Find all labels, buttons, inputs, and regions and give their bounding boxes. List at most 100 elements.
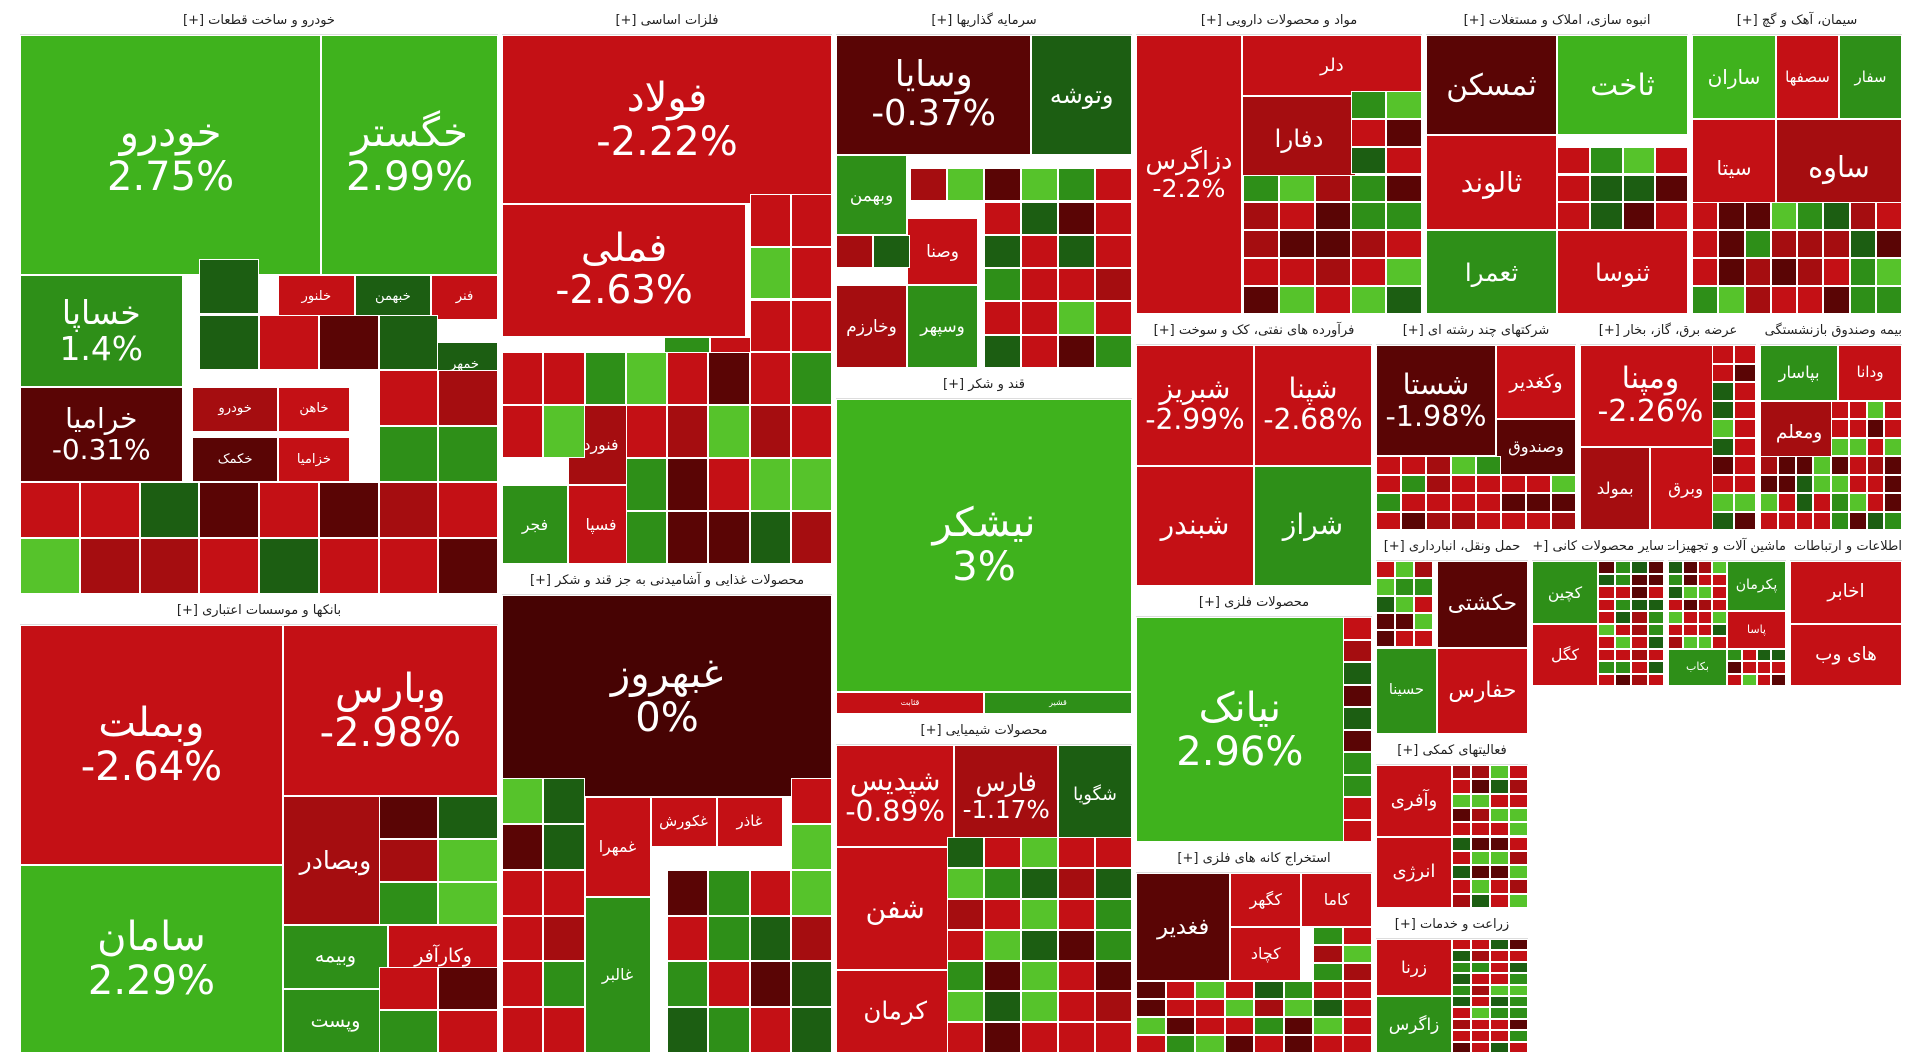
minor-stock-tile[interactable]	[1697, 561, 1713, 574]
minor-stock-tile[interactable]	[1279, 202, 1315, 231]
minor-stock-tile[interactable]	[1622, 146, 1656, 175]
minor-stock-tile[interactable]	[1777, 474, 1796, 493]
minor-stock-tile[interactable]	[1875, 230, 1902, 259]
minor-stock-tile[interactable]	[1342, 617, 1372, 640]
minor-stock-tile[interactable]	[1476, 474, 1501, 493]
sector-title[interactable]: بیمه وصندوق بازنشستگی [+]	[1760, 318, 1902, 345]
minor-stock-tile[interactable]	[749, 511, 791, 564]
minor-stock-tile[interactable]	[1021, 1022, 1058, 1053]
stock-tile[interactable]: خزامیا	[278, 437, 350, 483]
minor-stock-tile[interactable]	[1136, 999, 1166, 1017]
minor-stock-tile[interactable]	[1452, 950, 1471, 962]
minor-stock-tile[interactable]	[1668, 573, 1683, 586]
minor-stock-tile[interactable]	[1452, 1041, 1471, 1053]
minor-stock-tile[interactable]	[1342, 963, 1372, 981]
minor-stock-tile[interactable]	[1021, 201, 1058, 235]
minor-stock-tile[interactable]	[378, 839, 439, 882]
minor-stock-tile[interactable]	[20, 538, 80, 594]
minor-stock-tile[interactable]	[1598, 611, 1615, 624]
minor-stock-tile[interactable]	[1490, 1007, 1509, 1019]
minor-stock-tile[interactable]	[1395, 612, 1414, 631]
minor-stock-tile[interactable]	[1452, 822, 1471, 837]
minor-stock-tile[interactable]	[1509, 793, 1528, 808]
stock-tile[interactable]: شفن	[836, 846, 955, 970]
minor-stock-tile[interactable]	[1165, 999, 1195, 1017]
minor-stock-tile[interactable]	[1095, 960, 1132, 992]
minor-stock-tile[interactable]	[1655, 146, 1688, 175]
minor-stock-tile[interactable]	[1866, 493, 1885, 512]
minor-stock-tile[interactable]	[1313, 1035, 1343, 1053]
minor-stock-tile[interactable]	[1279, 258, 1315, 287]
minor-stock-tile[interactable]	[139, 538, 200, 594]
minor-stock-tile[interactable]	[910, 168, 947, 202]
minor-stock-tile[interactable]	[1509, 1041, 1528, 1053]
minor-stock-tile[interactable]	[1760, 511, 1778, 530]
minor-stock-tile[interactable]	[836, 234, 873, 269]
minor-stock-tile[interactable]	[790, 352, 832, 406]
minor-stock-tile[interactable]	[1195, 1017, 1225, 1035]
minor-stock-tile[interactable]	[1760, 474, 1778, 493]
minor-stock-tile[interactable]	[1471, 984, 1490, 996]
minor-stock-tile[interactable]	[1254, 981, 1284, 999]
minor-stock-tile[interactable]	[749, 458, 791, 512]
stock-tile[interactable]: وبملت -2.64%	[20, 625, 283, 865]
minor-stock-tile[interactable]	[1614, 623, 1631, 636]
stock-tile[interactable]: شراز	[1254, 465, 1372, 586]
minor-stock-tile[interactable]	[1551, 511, 1576, 530]
minor-stock-tile[interactable]	[984, 201, 1021, 235]
minor-stock-tile[interactable]	[1598, 673, 1615, 686]
minor-stock-tile[interactable]	[708, 961, 750, 1008]
minor-stock-tile[interactable]	[625, 352, 667, 406]
minor-stock-tile[interactable]	[1831, 493, 1849, 512]
minor-stock-tile[interactable]	[1884, 400, 1902, 419]
minor-stock-tile[interactable]	[1279, 230, 1315, 259]
minor-stock-tile[interactable]	[1712, 382, 1734, 401]
stock-tile[interactable]: غمهرا	[584, 796, 651, 898]
minor-stock-tile[interactable]	[1395, 595, 1414, 613]
minor-stock-tile[interactable]	[749, 405, 791, 459]
stock-tile[interactable]: کرمان	[836, 969, 955, 1053]
minor-stock-tile[interactable]	[259, 314, 319, 371]
stock-tile[interactable]: وپست	[282, 988, 389, 1053]
minor-stock-tile[interactable]	[502, 961, 544, 1008]
minor-stock-tile[interactable]	[1471, 1030, 1490, 1042]
minor-stock-tile[interactable]	[1831, 474, 1849, 493]
minor-stock-tile[interactable]	[1254, 1035, 1284, 1053]
minor-stock-tile[interactable]	[1426, 511, 1451, 530]
minor-stock-tile[interactable]	[1712, 636, 1727, 649]
minor-stock-tile[interactable]	[749, 352, 791, 406]
stock-tile[interactable]: سامان 2.29%	[20, 864, 283, 1053]
minor-stock-tile[interactable]	[1760, 456, 1778, 475]
minor-stock-tile[interactable]	[1490, 822, 1509, 837]
minor-stock-tile[interactable]	[1631, 561, 1648, 574]
minor-stock-tile[interactable]	[1831, 400, 1849, 419]
stock-tile[interactable]: فغدیر	[1136, 873, 1231, 981]
minor-stock-tile[interactable]	[1350, 118, 1387, 147]
stock-tile[interactable]: حکشتی	[1436, 561, 1528, 648]
minor-stock-tile[interactable]	[1697, 623, 1713, 636]
minor-stock-tile[interactable]	[1021, 234, 1058, 269]
minor-stock-tile[interactable]	[1509, 939, 1528, 951]
stock-tile[interactable]: خساپا 1.4%	[20, 275, 183, 388]
minor-stock-tile[interactable]	[1342, 797, 1372, 820]
minor-stock-tile[interactable]	[1712, 363, 1734, 382]
minor-stock-tile[interactable]	[1734, 456, 1756, 475]
sector-title[interactable]: حمل ونقل، انبارداری [+]	[1376, 534, 1528, 561]
minor-stock-tile[interactable]	[1283, 1035, 1313, 1053]
minor-stock-tile[interactable]	[1224, 999, 1254, 1017]
minor-stock-tile[interactable]	[1718, 258, 1745, 287]
minor-stock-tile[interactable]	[1376, 474, 1401, 493]
minor-stock-tile[interactable]	[1058, 1022, 1095, 1053]
minor-stock-tile[interactable]	[1682, 598, 1698, 611]
minor-stock-tile[interactable]	[1490, 850, 1509, 866]
sector-title[interactable]: مواد و محصولات دارویی [+]	[1136, 8, 1422, 35]
minor-stock-tile[interactable]	[1426, 474, 1451, 493]
minor-stock-tile[interactable]	[1509, 879, 1528, 894]
minor-stock-tile[interactable]	[79, 482, 140, 539]
minor-stock-tile[interactable]	[1342, 819, 1372, 842]
stock-tile[interactable]: ثالوند	[1426, 135, 1557, 231]
minor-stock-tile[interactable]	[984, 1022, 1021, 1053]
minor-stock-tile[interactable]	[1452, 779, 1471, 794]
minor-stock-tile[interactable]	[1631, 648, 1648, 661]
minor-stock-tile[interactable]	[1848, 511, 1867, 530]
